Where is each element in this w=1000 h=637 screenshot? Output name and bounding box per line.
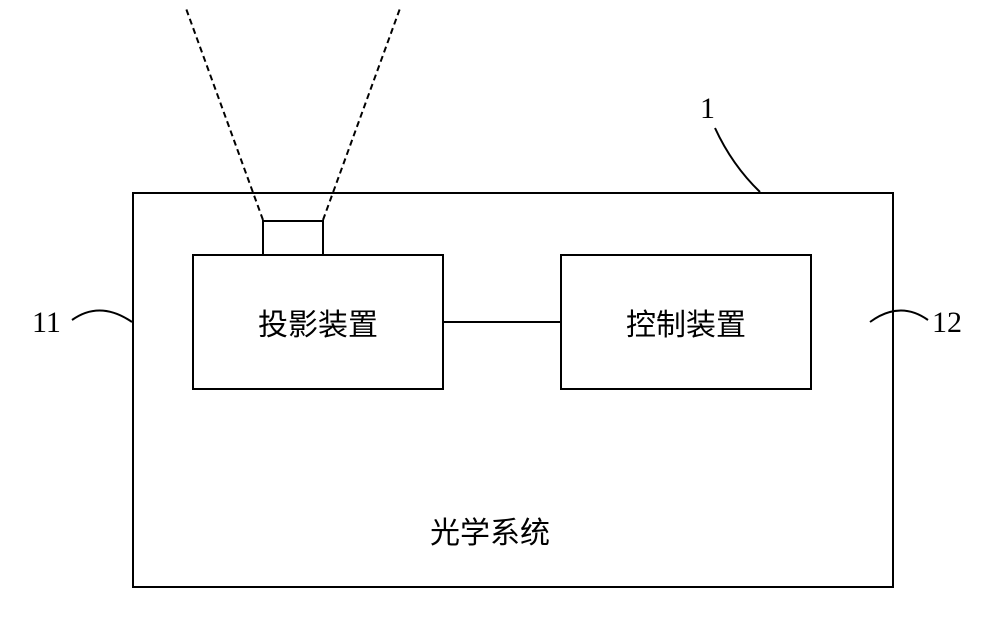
leader-12 [0,0,1000,637]
connector-line [444,321,560,323]
